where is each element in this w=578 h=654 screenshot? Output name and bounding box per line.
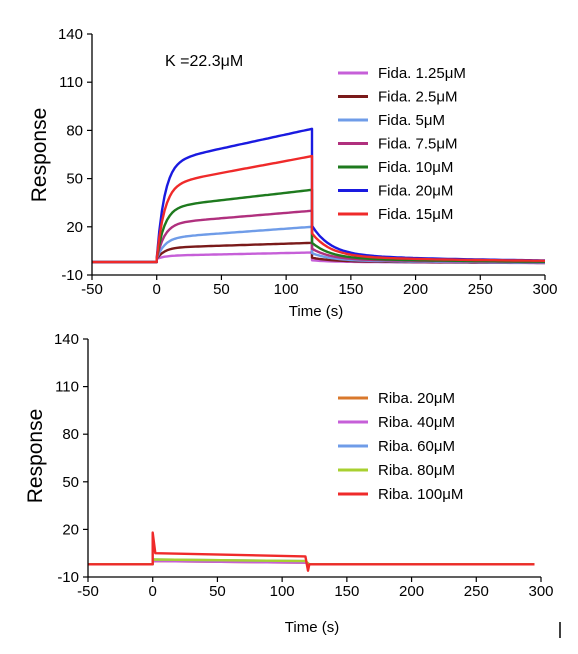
legend-label: Riba. 60μM	[378, 438, 455, 455]
x-tick-label: 200	[403, 281, 428, 298]
legend: Fida. 1.25μM Fida. 2.5μM Fida. 5μM Fida. 7.…	[338, 65, 466, 223]
y-axis-label: Response	[28, 108, 51, 203]
legend-label: Fida. 5μM	[378, 112, 445, 129]
y-tick-label: 110	[55, 379, 79, 396]
y-tick-label: 50	[66, 171, 83, 188]
x-axis-label: Time (s)	[285, 619, 339, 636]
y-axis-label: Response	[24, 409, 47, 504]
x-tick-label: 50	[213, 281, 230, 298]
tick-marks: -10 20 50 80 110 140 -50 0 50 100 150 200 250 300	[54, 331, 554, 600]
series-lines	[92, 127, 546, 265]
x-tick-label: 150	[334, 583, 359, 600]
chart-fidaxomicin: -10 20 50 80 110 140 -50 0 50 100 150 200 250 300 Res…	[28, 26, 558, 320]
dissociation-constant-label: K =22.3μM	[165, 53, 243, 70]
series-line	[88, 531, 535, 572]
x-tick-label: -50	[81, 281, 103, 298]
y-tick-label: 50	[62, 474, 79, 491]
x-tick-label: 100	[274, 281, 299, 298]
x-axis-label: Time (s)	[289, 303, 343, 320]
legend-label: Riba. 80μM	[378, 462, 455, 479]
legend-label: Fida. 7.5μM	[378, 136, 458, 153]
series-lines	[88, 531, 535, 572]
legend-label: Riba. 20μM	[378, 390, 455, 407]
x-tick-label: 0	[153, 281, 161, 298]
x-tick-label: 150	[338, 281, 363, 298]
x-tick-label: 250	[464, 583, 489, 600]
y-tick-label: 110	[59, 74, 83, 91]
legend-label: Fida. 15μM	[378, 206, 453, 223]
x-tick-label: 300	[532, 281, 557, 298]
x-tick-label: 300	[528, 583, 553, 600]
x-tick-label: -50	[77, 583, 99, 600]
y-tick-label: 20	[66, 219, 83, 236]
y-tick-label: -10	[61, 267, 83, 284]
series-line	[92, 154, 546, 264]
x-tick-label: 250	[468, 281, 493, 298]
y-tick-label: 80	[66, 122, 83, 139]
legend-label: Fida. 2.5μM	[378, 89, 458, 106]
y-tick-label: 80	[62, 426, 79, 443]
y-tick-label: 140	[54, 331, 79, 348]
legend-label: Riba. 40μM	[378, 414, 455, 431]
x-tick-label: 200	[399, 583, 424, 600]
tick-marks: -10 20 50 80 110 140 -50 0 50 100 150 200 250 300	[58, 26, 558, 298]
chart-ribavirin: -10 20 50 80 110 140 -50 0 50 100 150 200 250 300 Res…	[24, 331, 554, 636]
legend-label: Riba. 100μM	[378, 486, 463, 503]
legend: Riba. 20μM Riba. 40μM Riba. 60μM Riba. 80μM…	[338, 390, 463, 503]
legend-label: Fida. 10μM	[378, 159, 453, 176]
y-tick-label: 20	[62, 521, 79, 538]
legend-label: Fida. 20μM	[378, 183, 453, 200]
x-tick-label: 0	[149, 583, 157, 600]
legend-label: Fida. 1.25μM	[378, 65, 466, 82]
x-tick-label: 100	[270, 583, 295, 600]
x-tick-label: 50	[209, 583, 226, 600]
y-tick-label: 140	[58, 26, 83, 43]
y-tick-label: -10	[57, 569, 79, 586]
